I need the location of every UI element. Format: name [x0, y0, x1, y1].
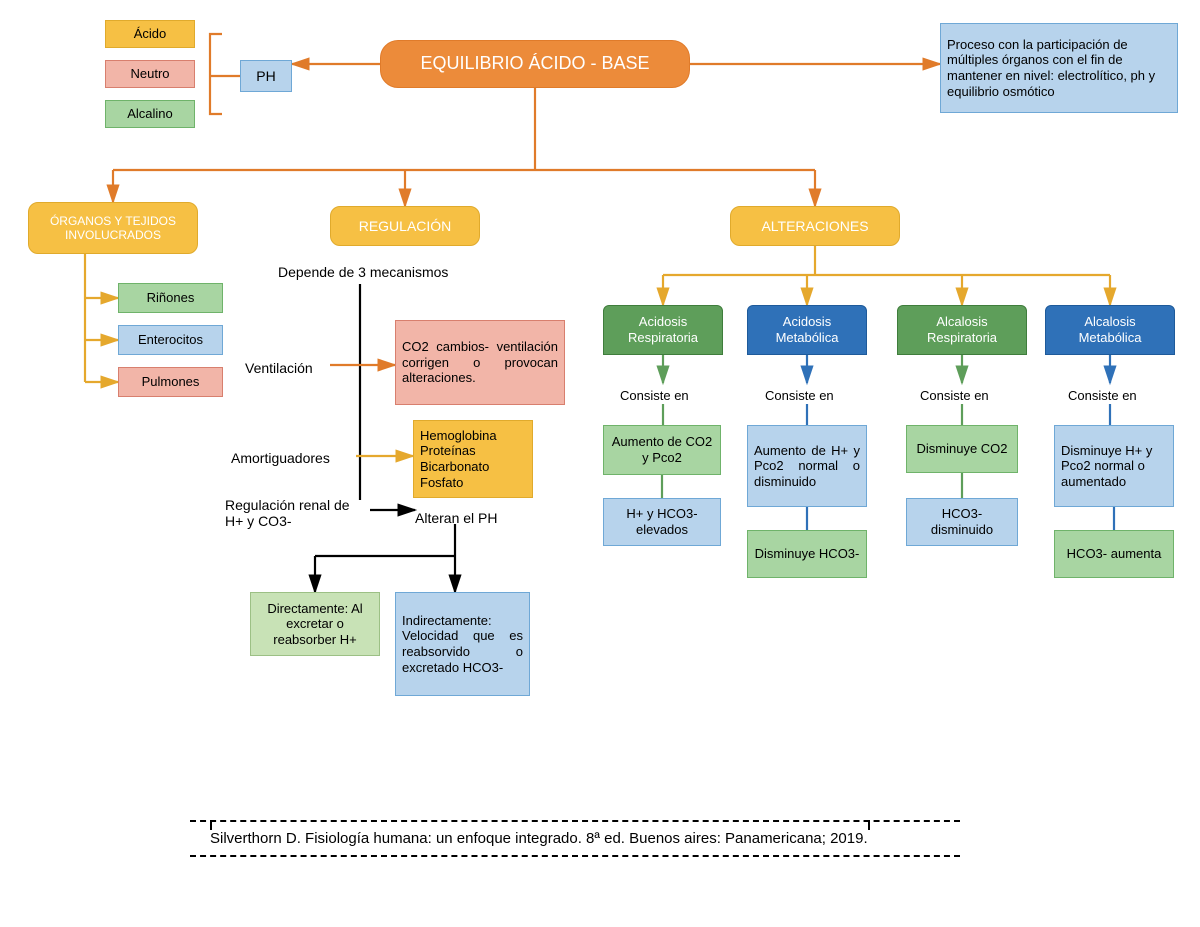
- alteracion-detail-2: Aumento de H+ y Pco2 normal o disminuido: [747, 425, 867, 507]
- consiste-label-1: Consiste en: [765, 388, 834, 403]
- ph-box: PH: [240, 60, 292, 92]
- alteran-label: Alteran el PH: [415, 510, 497, 526]
- consiste-label-3: Consiste en: [1068, 388, 1137, 403]
- alteracion-detail-7: HCO3- aumenta: [1054, 530, 1174, 578]
- renal-label: Regulación renal de H+ y CO3-: [225, 497, 365, 529]
- organo-item-1: Enterocitos: [118, 325, 223, 355]
- branch-organos: ÓRGANOS Y TEJIDOS INVOLUCRADOS: [28, 202, 198, 254]
- alteracion-detail-4: Disminuye CO2: [906, 425, 1018, 473]
- alteracion-detail-0: Aumento de CO2 y Pco2: [603, 425, 721, 475]
- organo-item-0: Riñones: [118, 283, 223, 313]
- depende-label: Depende de 3 mecanismos: [278, 264, 448, 280]
- indirect-box: Indirectamente: Velocidad que es reabsor…: [395, 592, 530, 696]
- alteracion-detail-6: Disminuye H+ y Pco2 normal o aumentado: [1054, 425, 1174, 507]
- consiste-label-0: Consiste en: [620, 388, 689, 403]
- alteracion-am: Acidosis Metabólica: [747, 305, 867, 355]
- citation-box: Silverthorn D. Fisiología humana: un enf…: [190, 820, 960, 857]
- alteracion-detail-3: Disminuye HCO3-: [747, 530, 867, 578]
- consiste-label-2: Consiste en: [920, 388, 989, 403]
- organo-item-2: Pulmones: [118, 367, 223, 397]
- branch-alteraciones: ALTERACIONES: [730, 206, 900, 246]
- direct-box: Directamente: Al excretar o reabsorber H…: [250, 592, 380, 656]
- ph-label-1: Neutro: [105, 60, 195, 88]
- alteracion-detail-5: HCO3- disminuido: [906, 498, 1018, 546]
- title-box: EQUILIBRIO ÁCIDO - BASE: [380, 40, 690, 88]
- hemo-box: Hemoglobina Proteínas Bicarbonato Fosfat…: [413, 420, 533, 498]
- branch-regulacion: REGULACIÓN: [330, 206, 480, 246]
- ph-label-0: Ácido: [105, 20, 195, 48]
- co2-box: CO2 cambios- ventilación corrigen o prov…: [395, 320, 565, 405]
- alteracion-alm: Alcalosis Metabólica: [1045, 305, 1175, 355]
- ph-label-2: Alcalino: [105, 100, 195, 128]
- amortiguadores-label: Amortiguadores: [231, 450, 330, 466]
- description-box: Proceso con la participación de múltiple…: [940, 23, 1178, 113]
- alteracion-ar: Acidosis Respiratoria: [603, 305, 723, 355]
- ventilacion-label: Ventilación: [245, 360, 313, 376]
- alteracion-detail-1: H+ y HCO3- elevados: [603, 498, 721, 546]
- citation-text: Silverthorn D. Fisiología humana: un enf…: [210, 830, 868, 847]
- alteracion-alr: Alcalosis Respiratoria: [897, 305, 1027, 355]
- connector-layer: [0, 0, 1200, 927]
